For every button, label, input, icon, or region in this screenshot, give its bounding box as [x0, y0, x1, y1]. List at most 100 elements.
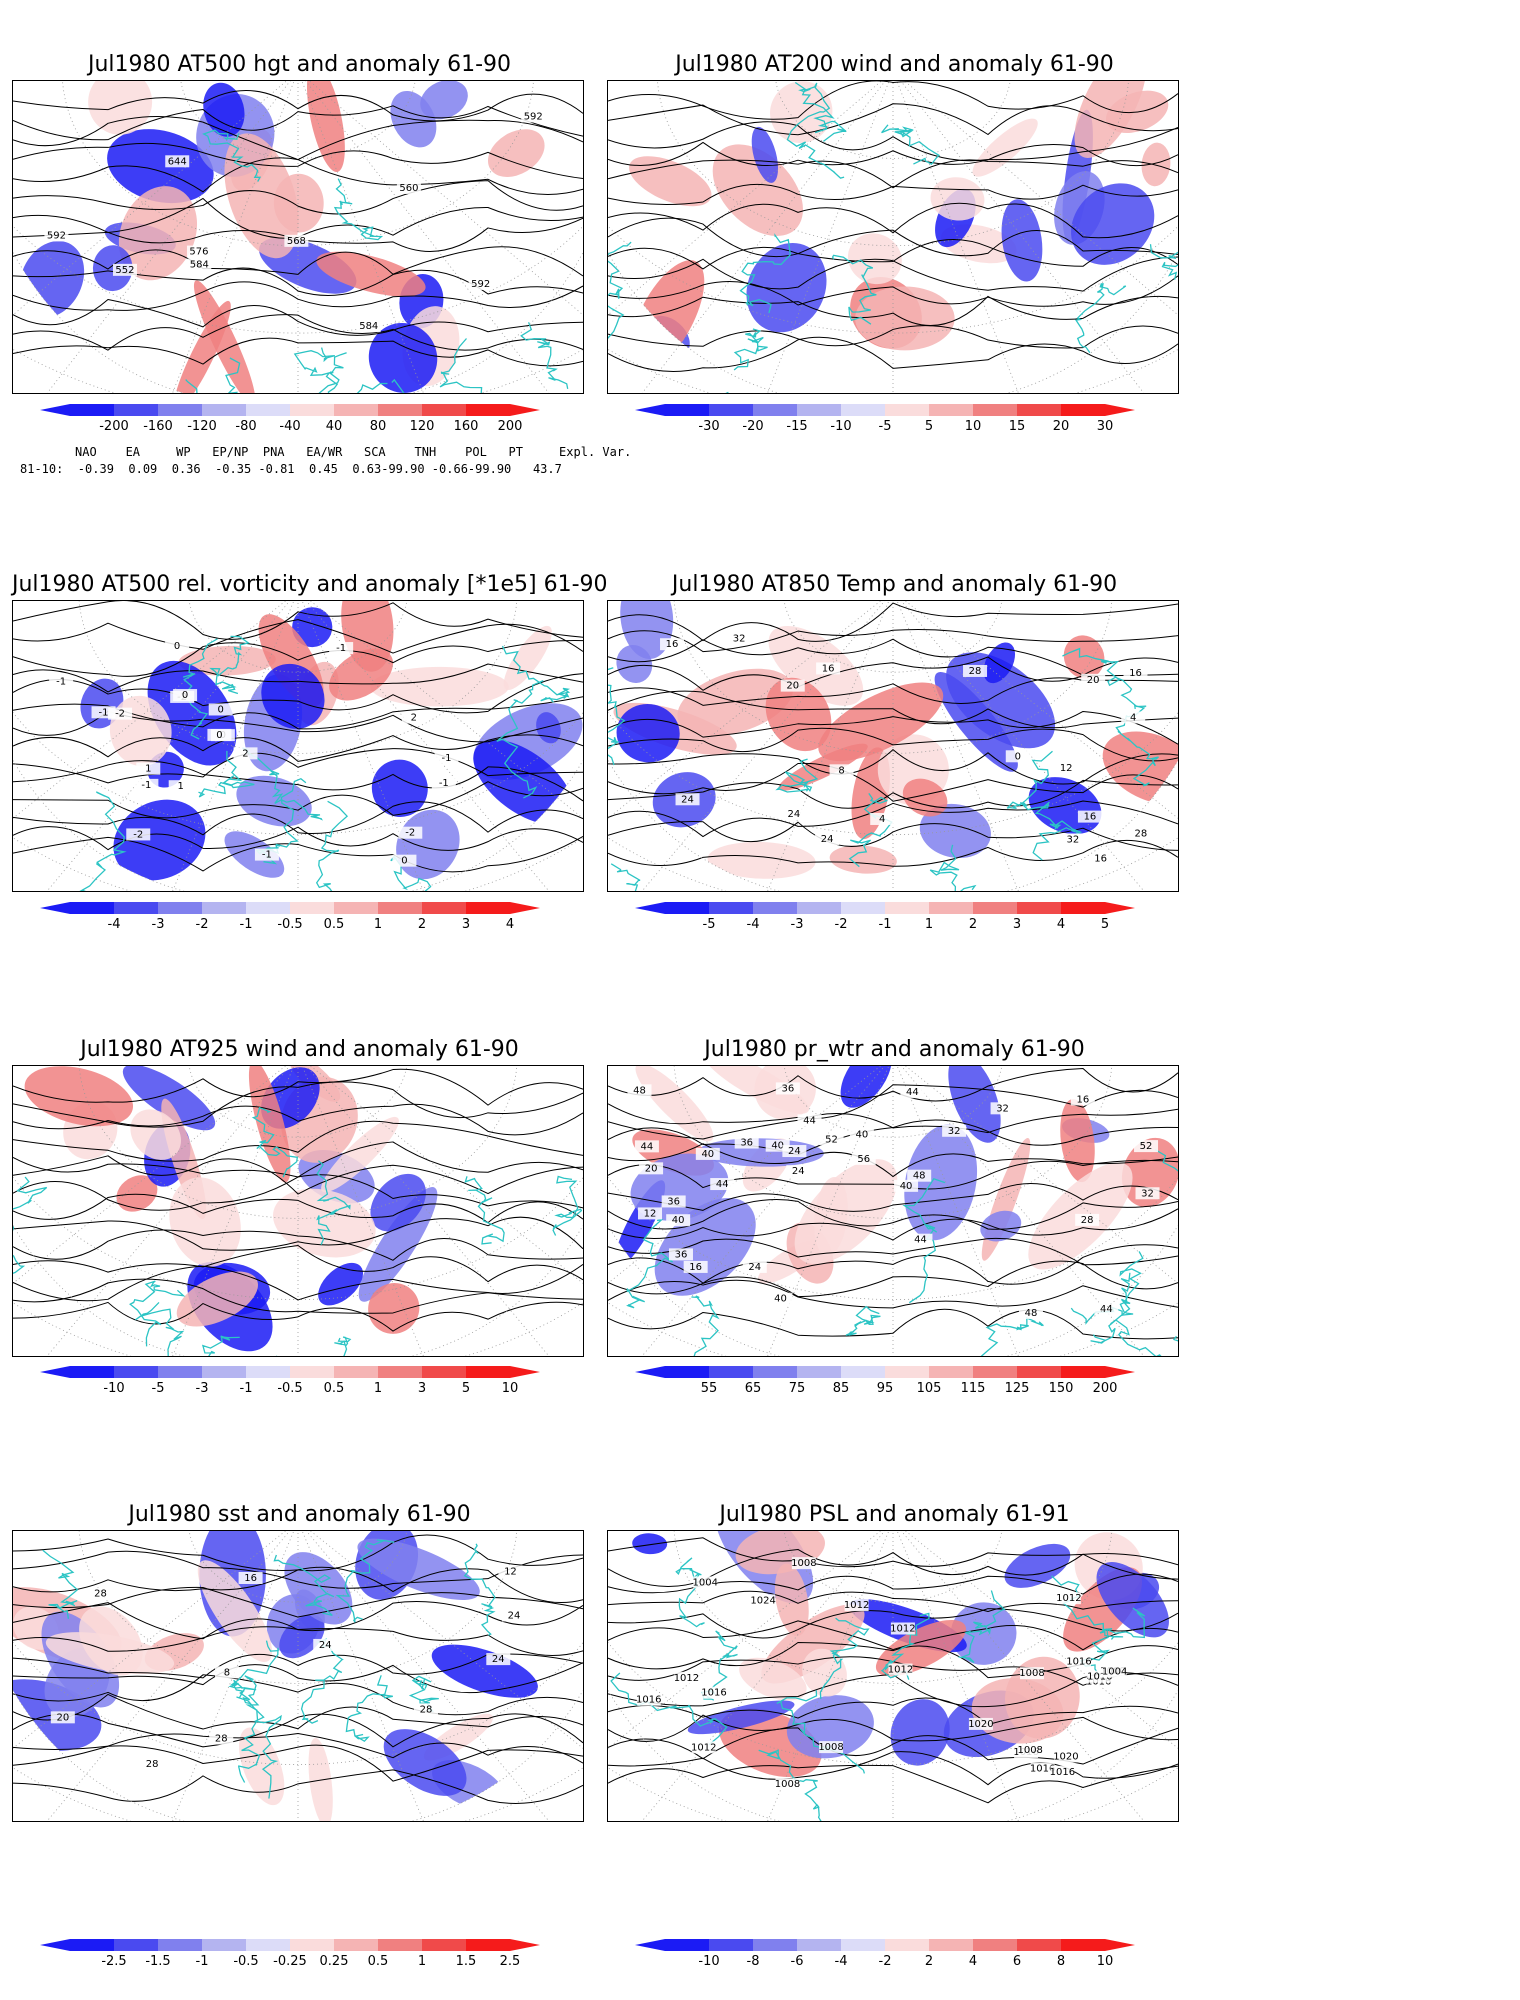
panel-title: Jul1980 AT925 wind and anomaly 61-90 [80, 1037, 519, 1062]
colorbar-label: 0.5 [324, 1381, 345, 1396]
contour-label-bg [187, 258, 212, 271]
contour-label-bg [468, 277, 493, 290]
negative-anomaly-area [1096, 1562, 1169, 1638]
contour-label: 28 [420, 1704, 433, 1715]
negative-anomaly-area [840, 1066, 892, 1108]
contour-label: 1020 [1053, 1751, 1078, 1762]
contour-line [608, 821, 1178, 851]
positive-anomaly-area [130, 1109, 181, 1160]
contour-label-bg [1102, 1665, 1127, 1678]
contour-line [608, 121, 1178, 162]
contour-line [13, 298, 583, 336]
contour-label: 0 [401, 856, 407, 867]
longitude-gridline [900, 81, 1145, 393]
panel-sst: Jul1980 sst and anomaly 61-90 24 28 28 8 12 1… [12, 1490, 587, 1835]
longitude-gridline [608, 601, 882, 819]
contour-label-bg [1121, 711, 1146, 724]
contour-label: -2 [405, 828, 415, 839]
contour-label: 1 [178, 781, 184, 792]
positive-anomaly-area [487, 129, 545, 177]
contour-label-bg [775, 1082, 800, 1095]
coastline [293, 347, 339, 393]
colorbar-wind925: -10 -5 -3 -1 -0.5 0.5 1 3 5 10 [40, 1362, 560, 1402]
contour-label: 16 [1094, 853, 1107, 864]
contour-label-bg [908, 1233, 933, 1246]
contour-line [13, 1278, 583, 1314]
contour-line [608, 159, 1178, 189]
contour-line [13, 673, 583, 714]
contour-label: 0 [218, 704, 224, 715]
contour-label-bg [674, 1671, 699, 1684]
contour-label: 40 [771, 1141, 784, 1152]
colorbar-arrow-left [40, 902, 70, 914]
panel-temp850: Jul1980 AT850 Temp and anomaly 61-90 24 2… [607, 560, 1182, 905]
coastline [608, 241, 632, 339]
coastline [273, 1554, 335, 1617]
positive-anomaly-area [321, 1116, 399, 1193]
colorbar-label: -3 [196, 1381, 209, 1396]
panel-wind200: Jul1980 AT200 wind and anomaly 61-90 [607, 40, 1182, 394]
contour-label: 1004 [1102, 1667, 1127, 1678]
contour-label-bg [1070, 1093, 1095, 1106]
contour-label-bg [742, 1260, 767, 1273]
contour-line [13, 781, 583, 819]
contour-label-bg [91, 706, 116, 719]
contour-line [608, 762, 1178, 802]
contour-label-bg [233, 747, 258, 760]
contour-line [608, 839, 1178, 867]
negative-anomaly-area [357, 1538, 480, 1600]
colorbar-swatch [1017, 1939, 1061, 1951]
coastline [198, 750, 255, 798]
negative-anomaly-area [371, 759, 428, 817]
positive-anomaly-area [193, 280, 256, 393]
longitude-gridline [172, 81, 295, 393]
negative-anomaly-area [616, 645, 653, 683]
coastline [408, 1675, 439, 1713]
contour-label-bg [209, 1732, 234, 1745]
colorbar-swatch [466, 902, 510, 914]
contour-label-bg [208, 703, 233, 716]
colorbar-label: -4 [835, 1954, 848, 1969]
contour-line [13, 267, 583, 296]
coastline [390, 855, 432, 891]
contour-line [13, 1229, 583, 1261]
positive-anomaly-area [818, 682, 944, 762]
colorbar-swatch [158, 1939, 202, 1951]
contour-label-bg [44, 229, 69, 242]
contour-label: 644 [168, 156, 187, 167]
contour-label-bg [1053, 1750, 1078, 1763]
colorbar-label: -4 [108, 917, 121, 932]
contour-label: 16 [689, 1262, 702, 1273]
contour-label: 16 [1084, 812, 1097, 823]
domain-mask [608, 1225, 1178, 1356]
colorbar-label: -0.5 [277, 1381, 302, 1396]
coastline [202, 129, 262, 182]
contour-line [608, 1751, 1178, 1786]
contour-label: 36 [667, 1196, 680, 1207]
contour-label-bg [734, 1136, 759, 1149]
coastline [228, 1640, 279, 1705]
contour-label: 48 [913, 1171, 926, 1182]
colorbar-arrow-right [510, 1939, 540, 1951]
colorbar-swatch [202, 1366, 246, 1378]
contour-label-bg [782, 1145, 807, 1158]
coastline [520, 322, 569, 390]
coastline [201, 1335, 240, 1356]
contour-label-bg [1050, 1765, 1075, 1778]
panel-title: Jul1980 pr_wtr and anomaly 61-90 [704, 1037, 1085, 1062]
negative-anomaly-area [358, 1187, 438, 1302]
contour-label: 568 [287, 236, 306, 247]
contour-line [608, 81, 1178, 120]
contour-label-bg [168, 780, 193, 793]
contour-label-bg [851, 1152, 876, 1165]
contour-line [608, 690, 1178, 729]
colorbar-swatch [1061, 1366, 1105, 1378]
contour-label-bg [638, 1207, 663, 1220]
contour-label: 40 [774, 1294, 787, 1305]
contour-label-bg [49, 675, 74, 688]
colorbar-swatch [202, 902, 246, 914]
colorbar-swatch [1017, 404, 1061, 416]
colorbar-swatch [665, 1366, 709, 1378]
coastline [1006, 750, 1053, 811]
colorbar-arrow-right [1105, 1939, 1135, 1951]
